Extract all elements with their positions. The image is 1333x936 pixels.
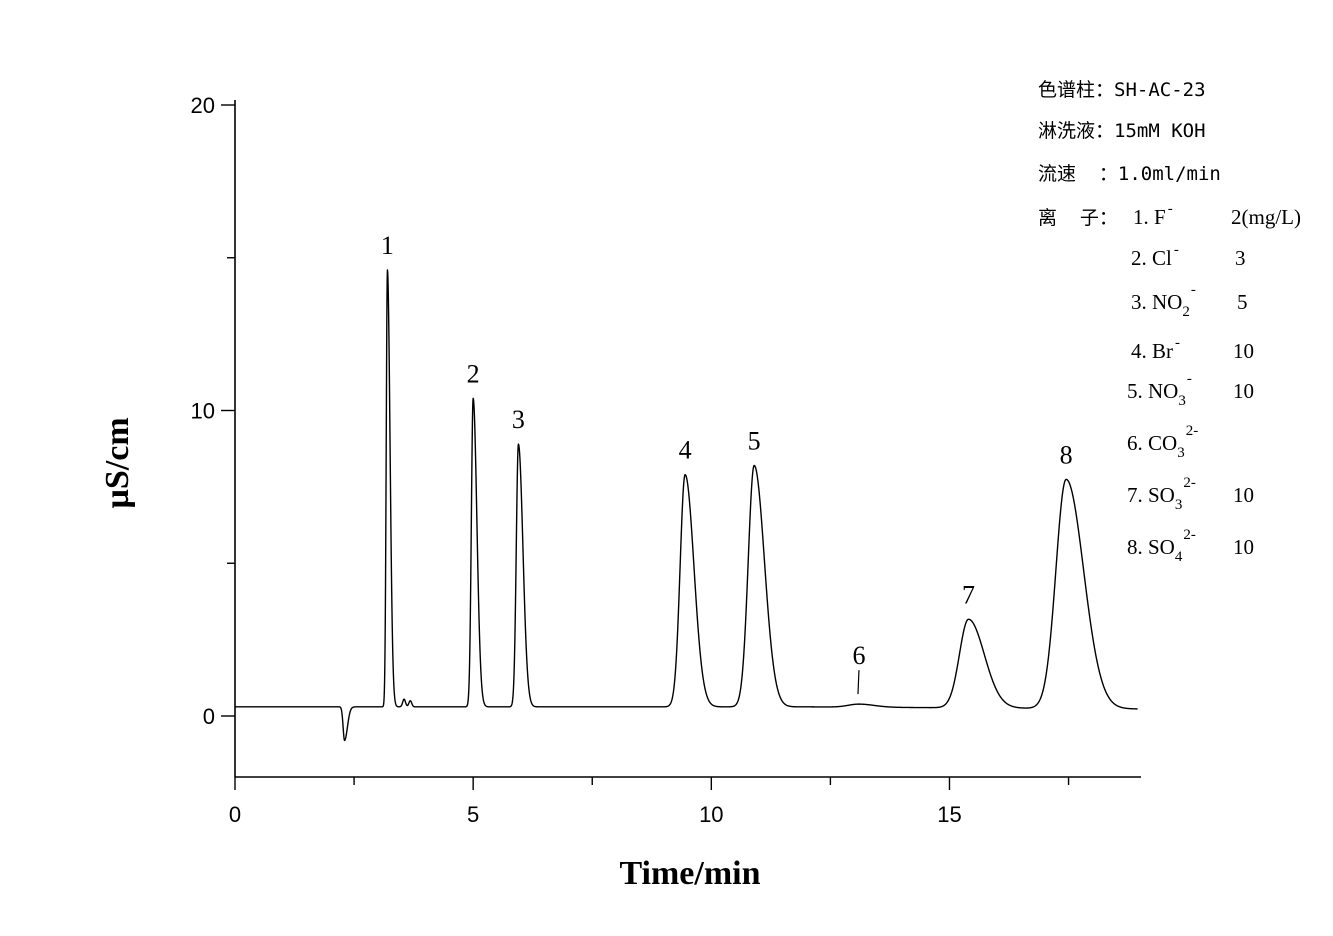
ion-entry: 1. F - 2(mg/L) bbox=[1133, 201, 1301, 229]
ion-list: 1. F -2(mg/L)2. Cl -33. NO2- 54. Br -105. NO… bbox=[1127, 201, 1301, 565]
ion-formula: 6. CO32- bbox=[1127, 423, 1198, 461]
peak-label-6: 6 bbox=[852, 641, 865, 670]
x-tick-label: 10 bbox=[699, 802, 723, 827]
ion-formula: 3. NO2- bbox=[1131, 282, 1196, 320]
ion-formula: 2. Cl - bbox=[1131, 242, 1179, 270]
ion-concentration: 10 bbox=[1233, 379, 1254, 403]
x-tick-label: 5 bbox=[467, 802, 479, 827]
y-tick-label: 20 bbox=[191, 93, 215, 118]
peak-label-4: 4 bbox=[679, 436, 692, 465]
ions-heading: 离 子： bbox=[1038, 207, 1118, 229]
x-tick-label: 0 bbox=[229, 802, 241, 827]
ion-entry: 2. Cl - 3 bbox=[1131, 242, 1246, 270]
peak-label-8: 8 bbox=[1060, 440, 1073, 469]
peak-label-1: 1 bbox=[381, 231, 394, 260]
ion-formula: 4. Br - bbox=[1131, 335, 1180, 363]
y-axis-title: µS/cm bbox=[99, 417, 136, 508]
column-info: 色谱柱：SH-AC-23 bbox=[1038, 79, 1206, 101]
ion-concentration: 3 bbox=[1235, 246, 1246, 270]
info-block: 色谱柱：SH-AC-23 淋洗液：15mM KOH 流速 ：1.0ml/min … bbox=[1038, 79, 1221, 229]
x-tick-label: 15 bbox=[937, 802, 961, 827]
y-tick-label: 10 bbox=[191, 399, 215, 424]
ion-entry: 8. SO42- 10 bbox=[1127, 527, 1254, 565]
peak-labels: 1 2 3 4 5 6 7 8 bbox=[381, 231, 1073, 695]
y-tick-label: 0 bbox=[203, 704, 215, 729]
ion-concentration: 10 bbox=[1233, 339, 1254, 363]
ion-concentration: 10 bbox=[1233, 483, 1254, 507]
ion-entry: 3. NO2- 5 bbox=[1131, 282, 1248, 320]
peak-label-3: 3 bbox=[512, 405, 525, 434]
ion-entry: 5. NO3- 10 bbox=[1127, 371, 1254, 409]
ion-formula: 7. SO32- bbox=[1127, 475, 1196, 513]
ion-formula: 5. NO3- bbox=[1127, 371, 1192, 409]
peak-6-leader bbox=[857, 670, 860, 695]
ion-formula: 1. F- bbox=[1133, 201, 1173, 229]
eluent-info: 淋洗液：15mM KOH bbox=[1038, 120, 1206, 142]
chromatogram-trace bbox=[234, 269, 1139, 742]
ion-entry: 4. Br - 10 bbox=[1131, 335, 1254, 363]
ion-concentration: 2(mg/L) bbox=[1231, 205, 1301, 229]
peak-label-5: 5 bbox=[748, 426, 761, 455]
ion-concentration: 10 bbox=[1233, 535, 1254, 559]
ion-concentration: 5 bbox=[1237, 290, 1248, 314]
ion-entry: 7. SO32- 10 bbox=[1127, 475, 1254, 513]
ion-formula: 8. SO42- bbox=[1127, 527, 1196, 565]
flow-info: 流速 ：1.0ml/min bbox=[1038, 163, 1221, 185]
ion-entry: 6. CO32- bbox=[1127, 423, 1198, 461]
peak-label-2: 2 bbox=[467, 359, 480, 388]
peak-label-7: 7 bbox=[962, 580, 975, 609]
x-axis-title: Time/min bbox=[619, 855, 760, 892]
